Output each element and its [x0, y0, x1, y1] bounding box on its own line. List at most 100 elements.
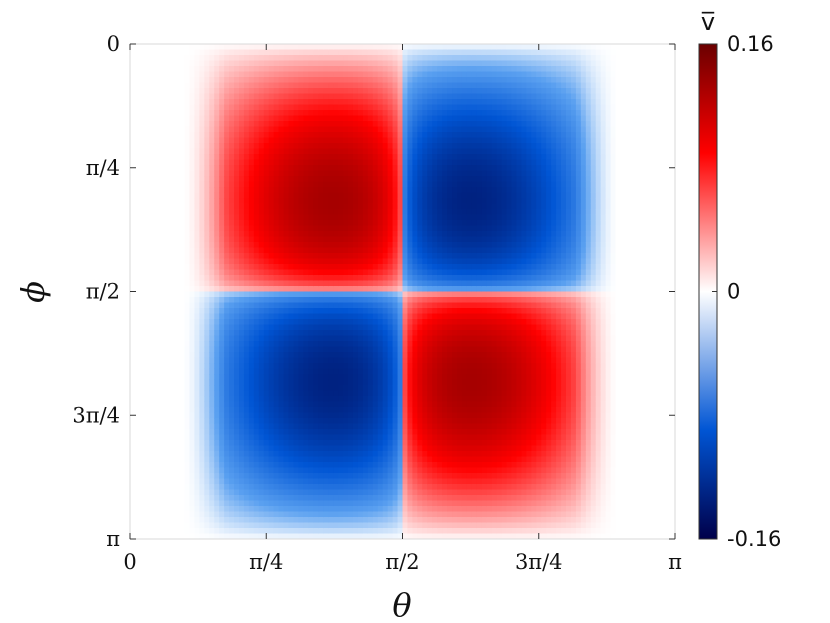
heatmap-cell: [343, 275, 349, 282]
heatmap-cell: [194, 434, 200, 441]
heatmap-cell: [323, 352, 329, 359]
heatmap-cell: [243, 445, 250, 452]
heatmap-cell: [338, 71, 344, 78]
heatmap-cell: [184, 357, 191, 364]
heatmap-cell: [348, 264, 354, 271]
heatmap-cell: [179, 110, 186, 117]
heatmap-cell: [283, 99, 290, 106]
heatmap-cell: [362, 71, 369, 78]
heatmap-cell: [224, 71, 230, 78]
heatmap-cell: [338, 429, 344, 436]
heatmap-cell: [219, 121, 225, 128]
heatmap-cell: [318, 170, 324, 177]
heatmap-cell: [293, 110, 300, 117]
heatmap-cell: [174, 500, 181, 507]
heatmap-cell: [313, 110, 319, 117]
heatmap-cell: [159, 368, 166, 375]
heatmap-cell: [253, 396, 260, 403]
heatmap-cell: [234, 511, 240, 518]
heatmap-cell: [194, 308, 200, 315]
heatmap-cell: [348, 440, 354, 447]
heatmap-cell: [159, 500, 166, 507]
heatmap-cell: [392, 192, 399, 199]
heatmap-cell: [372, 181, 379, 188]
heatmap-cell: [248, 247, 255, 254]
heatmap-cell: [189, 253, 195, 260]
heatmap-cell: [214, 82, 220, 89]
heatmap-cell: [263, 176, 270, 183]
heatmap-cell: [367, 517, 374, 524]
heatmap-cell: [214, 253, 220, 260]
heatmap-cell: [273, 297, 280, 304]
heatmap-cell: [209, 407, 215, 414]
heatmap-cell: [308, 71, 314, 78]
heatmap-cell: [248, 132, 255, 139]
heatmap-cell: [189, 60, 195, 67]
heatmap-cell: [288, 385, 295, 392]
heatmap-cell: [372, 55, 379, 62]
heatmap-cell: [174, 363, 181, 370]
heatmap-cell: [397, 528, 404, 535]
heatmap-cell: [278, 60, 285, 67]
heatmap-cell: [179, 115, 186, 122]
heatmap-cell: [194, 192, 200, 199]
heatmap-cell: [159, 154, 166, 161]
heatmap-cell: [144, 418, 151, 425]
heatmap-cell: [179, 220, 186, 227]
heatmap-cell: [318, 341, 324, 348]
heatmap-cell: [204, 143, 210, 150]
heatmap-cell: [323, 104, 329, 111]
heatmap-cell: [234, 280, 240, 287]
heatmap-cell: [288, 506, 295, 513]
heatmap-cell: [174, 313, 181, 320]
heatmap-cell: [298, 104, 304, 111]
heatmap-cell: [333, 456, 339, 463]
heatmap-cell: [263, 187, 270, 194]
heatmap-cell: [209, 104, 215, 111]
heatmap-cell: [164, 489, 171, 496]
heatmap-cell: [343, 302, 349, 309]
heatmap-cell: [239, 297, 245, 304]
heatmap-cell: [338, 209, 344, 216]
heatmap-cell: [357, 412, 364, 419]
heatmap-cell: [248, 335, 255, 342]
heatmap-cell: [253, 198, 260, 205]
heatmap-cell: [328, 330, 334, 337]
heatmap-cell: [278, 352, 285, 359]
heatmap-cell: [387, 60, 394, 67]
heatmap-cell: [164, 363, 171, 370]
heatmap-cell: [278, 253, 285, 260]
heatmap-cell: [313, 148, 319, 155]
heatmap-cell: [283, 330, 290, 337]
heatmap-cell: [139, 44, 146, 51]
heatmap-cell: [209, 308, 215, 315]
heatmap-cell: [303, 93, 309, 100]
heatmap-cell: [288, 253, 295, 260]
heatmap-cell: [204, 456, 210, 463]
heatmap-cell: [288, 313, 295, 320]
heatmap-cell: [303, 280, 309, 287]
heatmap-cell: [362, 99, 369, 106]
heatmap-cell: [169, 352, 176, 359]
heatmap-cell: [164, 451, 171, 458]
heatmap-cell: [154, 264, 161, 271]
heatmap-cell: [377, 429, 384, 436]
heatmap-cell: [278, 148, 285, 155]
heatmap-cell: [263, 418, 270, 425]
heatmap-cell: [362, 60, 369, 67]
heatmap-cell: [164, 253, 171, 260]
heatmap-cell: [139, 385, 146, 392]
heatmap-cell: [194, 396, 200, 403]
heatmap-cell: [338, 533, 344, 539]
heatmap-cell: [357, 44, 364, 51]
heatmap-cell: [377, 291, 384, 298]
heatmap-cell: [283, 110, 290, 117]
heatmap-cell: [303, 313, 309, 320]
heatmap-cell: [278, 181, 285, 188]
heatmap-cell: [144, 269, 151, 276]
heatmap-cell: [387, 434, 394, 441]
heatmap-cell: [239, 324, 245, 331]
heatmap-cell: [229, 473, 235, 480]
heatmap-cell: [372, 341, 379, 348]
heatmap-cell: [258, 258, 265, 265]
